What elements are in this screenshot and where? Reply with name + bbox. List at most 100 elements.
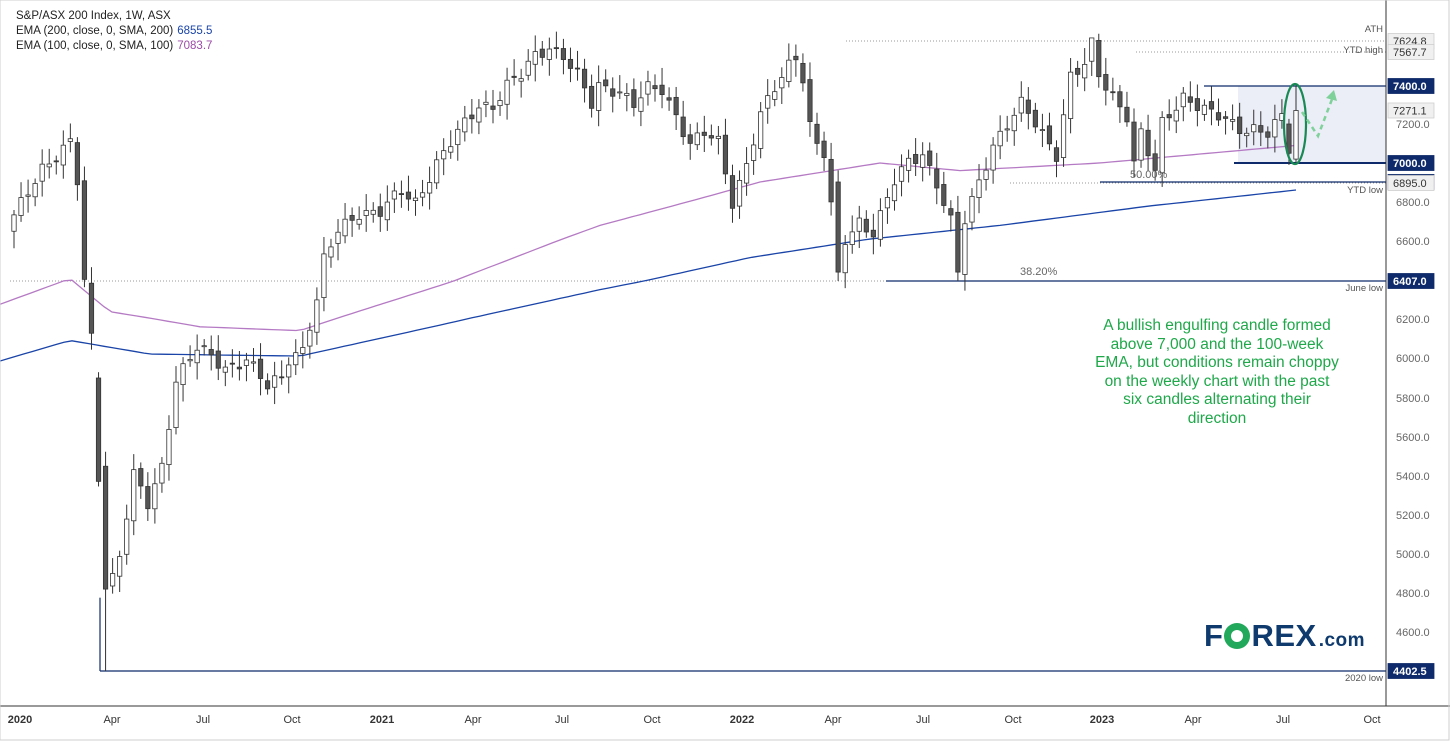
candle-body [279,376,285,379]
candle-body [511,75,517,78]
candle-body [32,183,38,198]
x-tick-label: Jul [196,714,210,726]
x-tick-label: Oct [1004,714,1021,726]
candle-body [884,197,891,209]
price-label: 6895.0 [1393,178,1427,190]
candle-body [518,78,524,82]
price-label: 7271.1 [1393,105,1427,117]
price-label: 6407.0 [1393,276,1427,288]
candle-body [673,96,679,116]
candle-body [652,85,658,90]
candle-body [990,144,996,171]
y-tick-label: 5000.0 [1396,549,1430,561]
candle-body [1117,91,1123,108]
y-tick-label: 5400.0 [1396,471,1430,483]
candle-body [1201,104,1208,115]
candle-body [1124,106,1130,123]
candle-body [680,116,686,138]
candle-body [1258,125,1264,133]
candle-body [553,47,559,50]
candle-body [976,179,982,198]
candle-body [441,150,447,160]
candle-body [370,209,376,215]
projected-path-arrow [1300,93,1336,139]
candle-body [1152,153,1158,171]
candle-body [363,210,369,216]
candle-body [842,244,848,274]
candle-body [715,135,721,139]
candle-body [941,184,947,206]
candle-body [236,366,242,370]
x-tick-label: Oct [1363,714,1380,726]
price-label-box [1387,102,1435,119]
candle-body [95,377,102,482]
candle-body [250,361,257,364]
candle-body [455,128,461,146]
candle-body [18,197,24,216]
candle-body [349,215,355,221]
price-note: 2020 low [1345,673,1383,684]
candle-body [145,486,151,510]
candle-body [328,246,334,258]
range-box-layer [1238,86,1386,163]
candle-body [793,55,799,61]
candle-body [560,48,567,60]
candle-body [624,92,630,96]
candle-body [110,573,116,587]
candle-body [687,134,693,144]
candle-body [419,192,426,198]
candle-body [356,218,362,225]
forex-logo: F REX .com [1204,618,1365,654]
candle-body [25,194,31,197]
candle-body [1272,119,1278,138]
candle-body [948,208,954,216]
candle-body [497,100,503,107]
candle-body [828,158,834,203]
price-label: 7400.0 [1393,81,1427,93]
x-tick-label: Jul [555,714,569,726]
candle-body [405,191,412,200]
candle-body [1131,121,1137,162]
candle-body [1194,98,1200,111]
candle-body [736,179,743,207]
legend-title: S&P/ASX 200 Index, 1W, ASX [16,10,171,22]
candle-body [102,465,109,590]
candle-body [321,253,327,298]
candle-body [934,168,940,189]
candle-body [166,429,172,466]
candle-body [1025,99,1031,114]
candle-body [1251,124,1257,133]
candle-body [997,130,1003,147]
candle-body [1138,128,1144,161]
candle-body [208,349,214,356]
candle-body [1004,128,1010,131]
candle-body [617,91,623,94]
candle-body [60,144,66,166]
candle-body [201,345,207,348]
candle-body [1208,101,1215,110]
fib-label-50: 50.00% [1130,169,1168,181]
candle-body [1286,123,1292,154]
chart-annotation: A bullish engulfing candle formed above … [1095,317,1339,427]
candle-body [532,51,538,65]
price-label-box [1387,78,1435,94]
candle-body [1096,40,1102,78]
candle-body [1222,116,1229,119]
y-tick-label: 4800.0 [1396,588,1430,600]
candle-body [469,114,475,120]
candle-body [412,197,419,201]
range-box [1238,86,1386,163]
legend-ema100: EMA (100, close, 0, SMA, 100) 7083.7 [16,39,212,54]
y-tick-label: 6200.0 [1396,314,1430,326]
logo-prefix: F [1204,618,1224,653]
candle-body [448,146,454,153]
candle-body [286,364,292,378]
candle-body [1265,131,1271,138]
candle-body [476,107,482,123]
candle-body [194,349,200,364]
candle-body [962,223,968,275]
projected-path-arrowhead [1326,90,1337,101]
ema100-line [0,144,1297,332]
